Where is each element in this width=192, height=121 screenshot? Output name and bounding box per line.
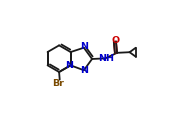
Text: N: N	[65, 61, 73, 70]
Text: Br: Br	[52, 79, 64, 88]
Text: N: N	[80, 66, 88, 75]
Text: N: N	[80, 42, 88, 51]
Text: NH: NH	[98, 54, 114, 63]
Text: O: O	[112, 36, 120, 45]
